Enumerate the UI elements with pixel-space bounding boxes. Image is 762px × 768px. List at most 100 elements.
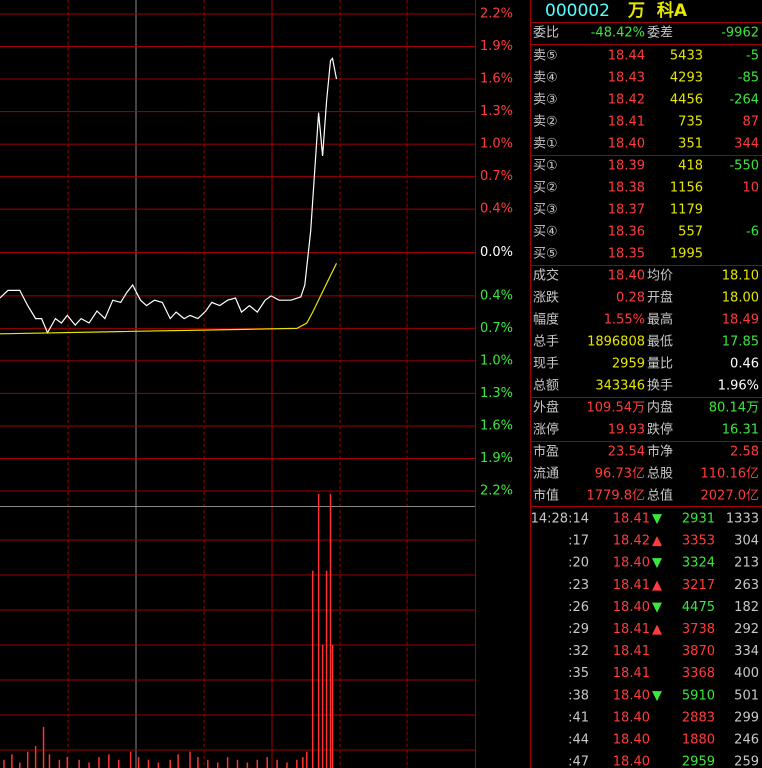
stat-label: 最高 xyxy=(647,312,673,328)
stat-value: 80.14万 xyxy=(709,401,759,416)
stock-name: 万 科A xyxy=(627,0,688,21)
stat-value: 18.10 xyxy=(722,269,759,284)
y-tick-label: 2.2% xyxy=(480,484,513,499)
book-change: -550 xyxy=(729,159,759,174)
stat-value: 0.28 xyxy=(616,291,645,306)
book-price: 18.39 xyxy=(608,159,645,174)
tick-time: :26 xyxy=(568,600,589,615)
tick-volume: 3738 xyxy=(682,622,715,637)
stat-value: 1896808 xyxy=(587,335,645,350)
tick-price: 18.41 xyxy=(613,578,650,593)
tick-count: 292 xyxy=(734,622,759,637)
stat-label: 幅度 xyxy=(533,312,559,328)
tick-volume: 3870 xyxy=(682,644,715,659)
tick-volume: 3368 xyxy=(682,666,715,681)
tick-price: 18.41 xyxy=(613,512,650,527)
tick-count: 299 xyxy=(734,710,759,725)
stat-label: 均价 xyxy=(647,269,673,284)
stat-label: 外盘 xyxy=(533,400,559,416)
stat-value: 18.00 xyxy=(722,291,759,306)
book-label: 卖① xyxy=(533,137,558,152)
tick-price: 18.40 xyxy=(613,755,650,768)
book-label: 买② xyxy=(533,181,558,196)
stat-value: 2959 xyxy=(612,357,645,372)
tick-arrow: ▼ xyxy=(652,512,662,527)
stock-code: 000002 xyxy=(545,1,610,21)
y-tick-label: 0.7% xyxy=(480,169,513,184)
book-label: 买① xyxy=(533,159,558,174)
stat-value: 18.40 xyxy=(608,269,645,284)
stat-label: 开盘 xyxy=(647,290,673,306)
stat-label: 市盈 xyxy=(533,444,559,460)
book-volume: 557 xyxy=(678,225,703,240)
book-price: 18.44 xyxy=(608,49,645,64)
stat-label: 换手 xyxy=(647,379,673,394)
book-change: -6 xyxy=(746,225,759,240)
book-volume: 1156 xyxy=(670,181,703,196)
book-label: 卖③ xyxy=(533,93,558,108)
tick-count: 304 xyxy=(734,534,759,549)
tick-count: 259 xyxy=(734,755,759,768)
book-label: 卖④ xyxy=(533,71,558,86)
stat-value: 0.46 xyxy=(730,357,759,372)
book-label: 买④ xyxy=(533,225,558,240)
stat-label: 量比 xyxy=(647,357,673,372)
book-volume: 5433 xyxy=(670,49,703,64)
stat-value: 18.49 xyxy=(722,313,759,328)
tick-count: 501 xyxy=(734,688,759,703)
tick-volume: 3324 xyxy=(682,556,715,571)
tick-volume: 4475 xyxy=(682,600,715,615)
book-price: 18.41 xyxy=(608,115,645,130)
tick-time: :44 xyxy=(568,733,589,748)
stat-label: 涨跌 xyxy=(533,290,559,306)
stat-value: 1779.8亿 xyxy=(587,489,646,504)
stat-label: 现手 xyxy=(533,357,559,372)
stat-value: 110.16亿 xyxy=(701,467,760,482)
label: 委比 xyxy=(533,26,559,41)
tick-arrow: ▼ xyxy=(652,600,662,615)
book-volume: 351 xyxy=(678,137,703,152)
tick-volume: 2959 xyxy=(682,755,715,768)
book-change: -264 xyxy=(729,93,759,108)
tick-count: 182 xyxy=(734,600,759,615)
stat-value: 2027.0亿 xyxy=(701,489,760,504)
book-price: 18.37 xyxy=(608,203,645,218)
stat-label: 流通 xyxy=(533,467,559,482)
stat-value: 1.55% xyxy=(604,313,645,328)
book-label: 卖② xyxy=(533,115,558,130)
tick-time: :35 xyxy=(568,666,589,681)
book-volume: 418 xyxy=(678,159,703,174)
book-change: 87 xyxy=(742,115,759,130)
tick-arrow: ▲ xyxy=(652,622,662,637)
tick-arrow: ▲ xyxy=(652,534,662,549)
tick-time: :47 xyxy=(568,755,589,768)
tick-volume: 2931 xyxy=(682,512,715,527)
stat-label: 总值 xyxy=(647,488,673,504)
stat-label: 最低 xyxy=(647,335,673,350)
stat-value: 16.31 xyxy=(722,423,759,438)
stat-label: 总额 xyxy=(533,379,559,394)
tick-time: 14:28:14 xyxy=(531,512,589,527)
tick-time: :29 xyxy=(568,622,589,637)
tick-count: 334 xyxy=(734,644,759,659)
tick-price: 18.40 xyxy=(613,688,650,703)
book-volume: 1995 xyxy=(670,247,703,262)
stat-value: 17.85 xyxy=(722,335,759,350)
book-price: 18.40 xyxy=(608,137,645,152)
book-change: 344 xyxy=(734,137,759,152)
label: 委差 xyxy=(647,26,673,41)
tick-time: :38 xyxy=(568,688,589,703)
tick-count: 1333 xyxy=(726,512,759,527)
book-volume: 735 xyxy=(678,115,703,130)
book-volume: 4293 xyxy=(670,71,703,86)
book-volume: 1179 xyxy=(670,203,703,218)
tick-price: 18.40 xyxy=(613,556,650,571)
y-tick-label: 0.4% xyxy=(480,288,513,303)
price-line xyxy=(0,57,338,335)
book-volume: 4456 xyxy=(670,93,703,108)
tick-price: 18.41 xyxy=(613,644,650,659)
y-tick-label: 1.3% xyxy=(480,104,513,119)
tick-price: 18.41 xyxy=(613,666,650,681)
